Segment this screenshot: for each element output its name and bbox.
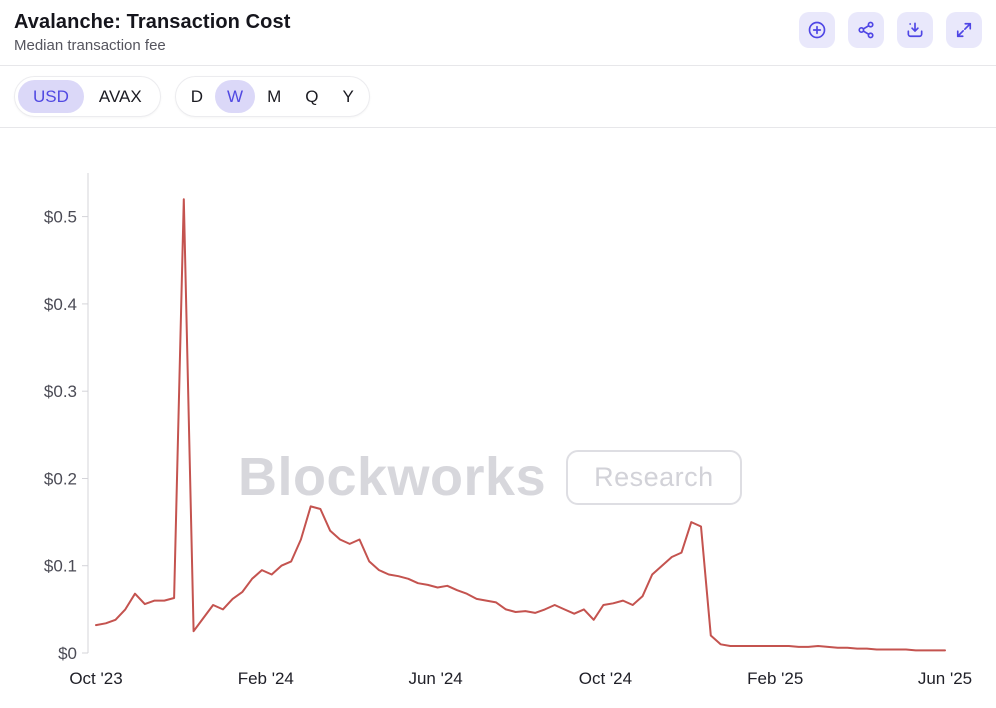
x-axis-label: Jun '25 xyxy=(918,669,972,688)
x-axis-label: Oct '23 xyxy=(69,669,122,688)
toolbar xyxy=(799,11,982,48)
download-tray-icon xyxy=(905,20,925,40)
page-title: Avalanche: Transaction Cost xyxy=(14,11,291,33)
chart-header: Avalanche: Transaction Cost Median trans… xyxy=(0,0,996,66)
x-axis-label: Oct '24 xyxy=(579,669,632,688)
fee-line xyxy=(95,198,946,652)
page-subtitle: Median transaction fee xyxy=(14,37,166,54)
chart-area: Blockworks Research $0 $0.1 $0.2 $0.3 $0.4 $0… xyxy=(0,128,996,708)
x-axis-label: Jun '24 xyxy=(408,669,462,688)
y-axis-label: $0.1 xyxy=(44,557,77,576)
annotate-button[interactable] xyxy=(799,12,835,48)
interval-toggle-group: D W M Q Y xyxy=(174,76,370,117)
chart-controls: USD AVAX D W M Q Y xyxy=(0,66,996,128)
share-button[interactable] xyxy=(848,12,884,48)
currency-option-avax[interactable]: AVAX xyxy=(84,80,157,113)
y-axis-label: $0.5 xyxy=(44,208,77,227)
share-icon xyxy=(856,20,876,40)
x-axis-label: Feb '25 xyxy=(747,669,803,688)
expand-icon xyxy=(954,20,974,40)
currency-option-usd[interactable]: USD xyxy=(18,80,84,113)
interval-option-y[interactable]: Y xyxy=(330,80,365,113)
x-axis-label: Feb '24 xyxy=(238,669,294,688)
y-axis-label: $0 xyxy=(58,644,77,663)
expand-button[interactable] xyxy=(946,12,982,48)
y-axis-label: $0.4 xyxy=(44,295,77,314)
y-axis-label: $0.3 xyxy=(44,382,77,401)
plus-circle-icon xyxy=(807,20,827,40)
interval-option-w[interactable]: W xyxy=(215,80,256,113)
chart-canvas: $0 $0.1 $0.2 $0.3 $0.4 $0.5 Oct '23 Feb '24 Jun … xyxy=(44,173,972,688)
interval-option-d[interactable]: D xyxy=(179,80,215,113)
title-block: Avalanche: Transaction Cost Median trans… xyxy=(14,11,290,54)
currency-toggle-group: USD AVAX xyxy=(14,76,161,117)
download-button[interactable] xyxy=(897,12,933,48)
interval-option-q[interactable]: Q xyxy=(293,80,330,113)
interval-option-m[interactable]: M xyxy=(255,80,293,113)
y-axis-label: $0.2 xyxy=(44,470,77,489)
